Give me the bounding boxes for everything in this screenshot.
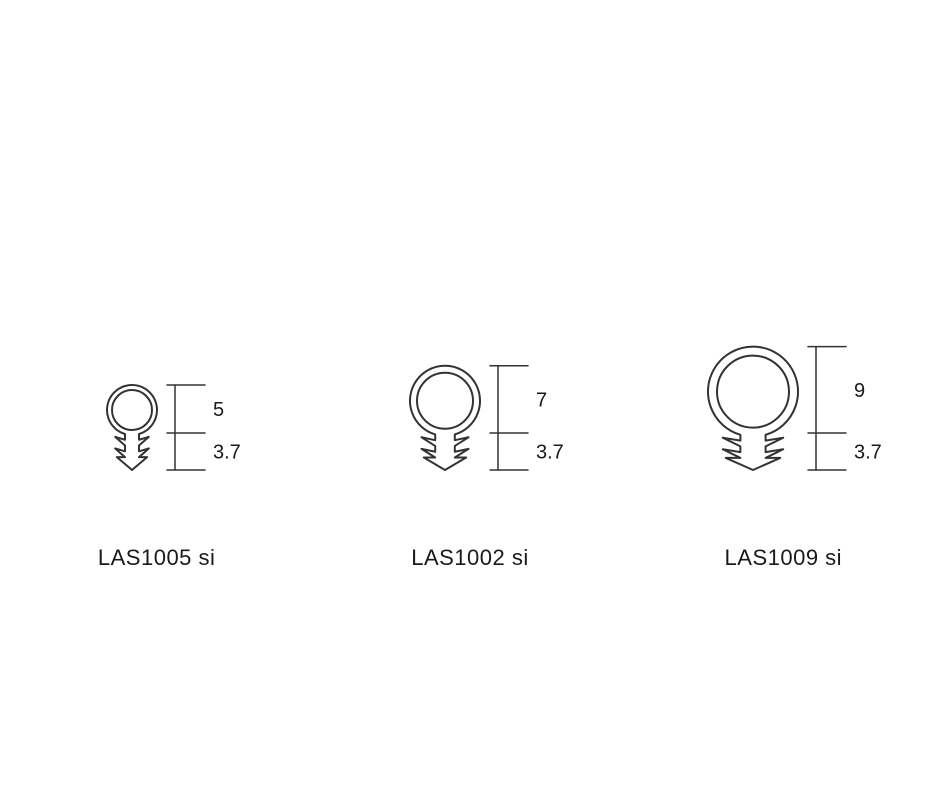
profile-label: LAS1005 si <box>98 545 216 571</box>
label-cell-3: LAS1009 si <box>643 545 923 571</box>
dimension-lines <box>808 347 846 470</box>
dim-bulb: 7 <box>536 389 547 411</box>
profile-label: LAS1002 si <box>411 545 529 571</box>
dim-foot: 3.7 <box>854 442 882 464</box>
profile-cell-1: 5 3.7 <box>17 340 297 480</box>
dimension-lines <box>490 366 528 470</box>
profile-diagram: 7 3.7 <box>370 320 570 480</box>
label-cell-1: LAS1005 si <box>17 545 297 571</box>
dim-bulb: 9 <box>854 380 865 402</box>
dim-bulb: 5 <box>213 399 224 421</box>
profile-diagram: 9 3.7 <box>668 290 898 480</box>
dim-foot: 3.7 <box>536 442 564 464</box>
profile-diagram: 5 3.7 <box>67 340 247 480</box>
dimension-lines <box>167 385 205 470</box>
label-cell-2: LAS1002 si <box>330 545 610 571</box>
dim-foot: 3.7 <box>213 442 241 464</box>
profile-cell-2: 7 3.7 <box>330 320 610 480</box>
profile-inner-bore-icon <box>112 390 152 430</box>
profile-inner-bore-icon <box>417 373 473 429</box>
profile-label: LAS1009 si <box>725 545 843 571</box>
profile-outline-icon <box>410 366 480 470</box>
profile-outline-icon <box>107 385 157 470</box>
profile-diagram-row: 5 3.7 7 3.7 9 3.7 <box>0 280 940 480</box>
profile-inner-bore-icon <box>717 356 789 428</box>
profile-label-row: LAS1005 si LAS1002 si LAS1009 si <box>0 545 940 571</box>
profile-cell-3: 9 3.7 <box>643 290 923 480</box>
